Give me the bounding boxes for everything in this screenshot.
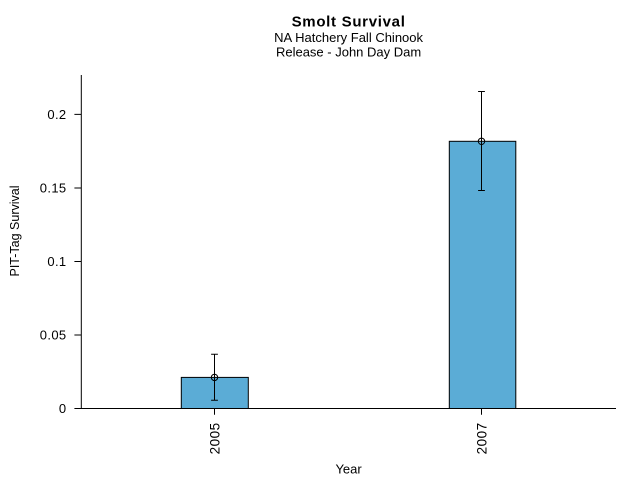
svg-text:2007: 2007 xyxy=(474,422,489,454)
svg-text:0.1: 0.1 xyxy=(47,254,66,269)
svg-text:PIT-Tag Survival: PIT-Tag Survival xyxy=(8,185,22,276)
svg-text:0: 0 xyxy=(59,401,67,416)
svg-text:Year: Year xyxy=(335,462,362,477)
svg-text:Smolt Survival: Smolt Survival xyxy=(292,14,406,31)
svg-text:0.15: 0.15 xyxy=(40,181,67,196)
svg-text:2005: 2005 xyxy=(207,422,222,454)
svg-text:NA Hatchery Fall Chinook: NA Hatchery Fall Chinook xyxy=(274,30,423,45)
svg-text:0.05: 0.05 xyxy=(40,328,67,343)
svg-text:0.2: 0.2 xyxy=(47,107,66,122)
svg-text:Release - John Day Dam: Release - John Day Dam xyxy=(276,44,421,59)
